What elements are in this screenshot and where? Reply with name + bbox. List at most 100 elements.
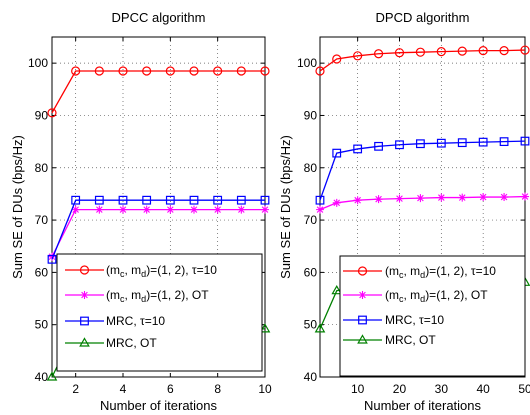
legend-label-part: , m [404, 288, 421, 302]
data-point [237, 205, 246, 214]
legend-marker [357, 334, 368, 344]
data-point [236, 195, 246, 205]
data-point [213, 195, 223, 205]
series-1 [48, 205, 269, 261]
legend-label-part: MRC, τ=10 [106, 314, 165, 328]
x-tick-label: 50 [518, 382, 530, 396]
data-point [478, 45, 488, 56]
data-point [260, 66, 270, 76]
legend-label: MRC, OT [106, 336, 157, 350]
data-point [165, 66, 175, 76]
x-tick-label: 6 [167, 382, 174, 396]
legend-label-subscript: c [399, 270, 404, 280]
data-point [394, 48, 405, 58]
chart-title: DPCD algorithm [376, 10, 470, 25]
data-point [457, 46, 467, 56]
series-line [51, 70, 265, 114]
y-tick-label: 100 [297, 56, 317, 70]
data-point [374, 141, 383, 151]
series-0 [315, 45, 530, 76]
y-tick-label: 50 [304, 318, 318, 332]
data-point [436, 138, 446, 148]
legend-label-part: MRC, OT [106, 336, 157, 350]
legend-marker [80, 316, 89, 326]
data-point [142, 195, 152, 205]
data-point [520, 136, 530, 146]
data-point [395, 140, 404, 150]
y-tick-label: 60 [35, 265, 49, 279]
series-line [319, 140, 526, 201]
legend-label-part: (m [385, 288, 399, 302]
legend-label: (mc, md)=(1, 2), τ=10 [385, 264, 496, 280]
data-point [94, 66, 104, 76]
legend-label-part: )=(1, 2), τ=10 [146, 263, 217, 277]
data-point [353, 196, 362, 205]
data-point [142, 205, 151, 214]
data-point [47, 108, 57, 118]
data-point [499, 137, 509, 147]
data-point [213, 66, 223, 76]
legend-marker [358, 291, 367, 299]
legend-label-subscript: d [141, 294, 146, 304]
legend-label-part: (m [385, 264, 399, 278]
legend-label-part: , m [125, 263, 142, 277]
data-point [415, 47, 426, 57]
legend-label: (mc, md)=(1, 2), OT [385, 288, 488, 304]
data-point [332, 148, 342, 158]
legend-marker [80, 291, 89, 299]
data-point [190, 205, 198, 214]
legend: (mc, md)=(1, 2), τ=10 (mc, md)=(1, 2), OT… [339, 255, 526, 377]
data-point [457, 138, 467, 148]
data-point [142, 66, 152, 76]
data-point [436, 47, 446, 57]
legend-label-subscript: c [399, 294, 404, 304]
series-2 [47, 195, 270, 264]
x-tick-label: 10 [258, 382, 272, 396]
data-point [166, 205, 175, 214]
data-point [189, 66, 199, 76]
series-2 [315, 136, 530, 205]
data-point [314, 323, 326, 333]
y-tick-label: 90 [304, 108, 318, 122]
legend-label-part: (m [106, 288, 120, 302]
y-tick-label: 40 [35, 370, 49, 384]
data-point [119, 205, 127, 214]
legend: (mc, md)=(1, 2), τ=10(mc, md)=(1, 2), OT… [56, 253, 263, 372]
series-line [319, 49, 526, 72]
legend-label-part: MRC, τ=10 [385, 313, 444, 327]
y-tick-label: 50 [35, 318, 49, 332]
legend-label-subscript: d [141, 269, 146, 279]
y-tick-label: 70 [35, 213, 49, 227]
legend-label-part: MRC, OT [385, 333, 436, 347]
legend-label-subscript: d [420, 294, 425, 304]
data-point [332, 198, 341, 207]
data-point [94, 195, 104, 205]
dpcc-chart: DPCC algorithm 40 50 60 70 80 90 100 2 4 6 8 10 Numbe… [10, 10, 272, 413]
data-point [165, 195, 175, 205]
data-point [499, 45, 509, 56]
legend-label-part: (m [106, 263, 120, 277]
legend-box [339, 255, 526, 377]
legend-marker [79, 265, 90, 275]
data-point [95, 205, 104, 214]
data-point [520, 45, 530, 55]
y-axis-label: Sum SE of DUs (bps/Hz) [10, 135, 25, 279]
y-tick-label: 90 [35, 108, 49, 122]
legend-label: MRC, τ=10 [106, 314, 165, 328]
y-axis-label: Sum SE of DUs (bps/Hz) [278, 135, 293, 279]
y-tick-label: 80 [304, 161, 318, 175]
x-tick-label: 2 [72, 382, 79, 396]
x-axis-label: Number of iterations [100, 398, 218, 413]
data-point [353, 51, 363, 61]
legend-marker [79, 337, 90, 347]
data-point [373, 49, 384, 59]
data-point [416, 139, 425, 149]
x-tick-label: 10 [351, 382, 365, 396]
legend-label-part: , m [125, 288, 142, 302]
series-1 [316, 192, 529, 214]
data-point [46, 371, 58, 381]
legend-label-subscript: d [420, 270, 425, 280]
data-point [332, 54, 342, 64]
legend-label-part: , m [404, 264, 421, 278]
data-point [48, 252, 56, 261]
